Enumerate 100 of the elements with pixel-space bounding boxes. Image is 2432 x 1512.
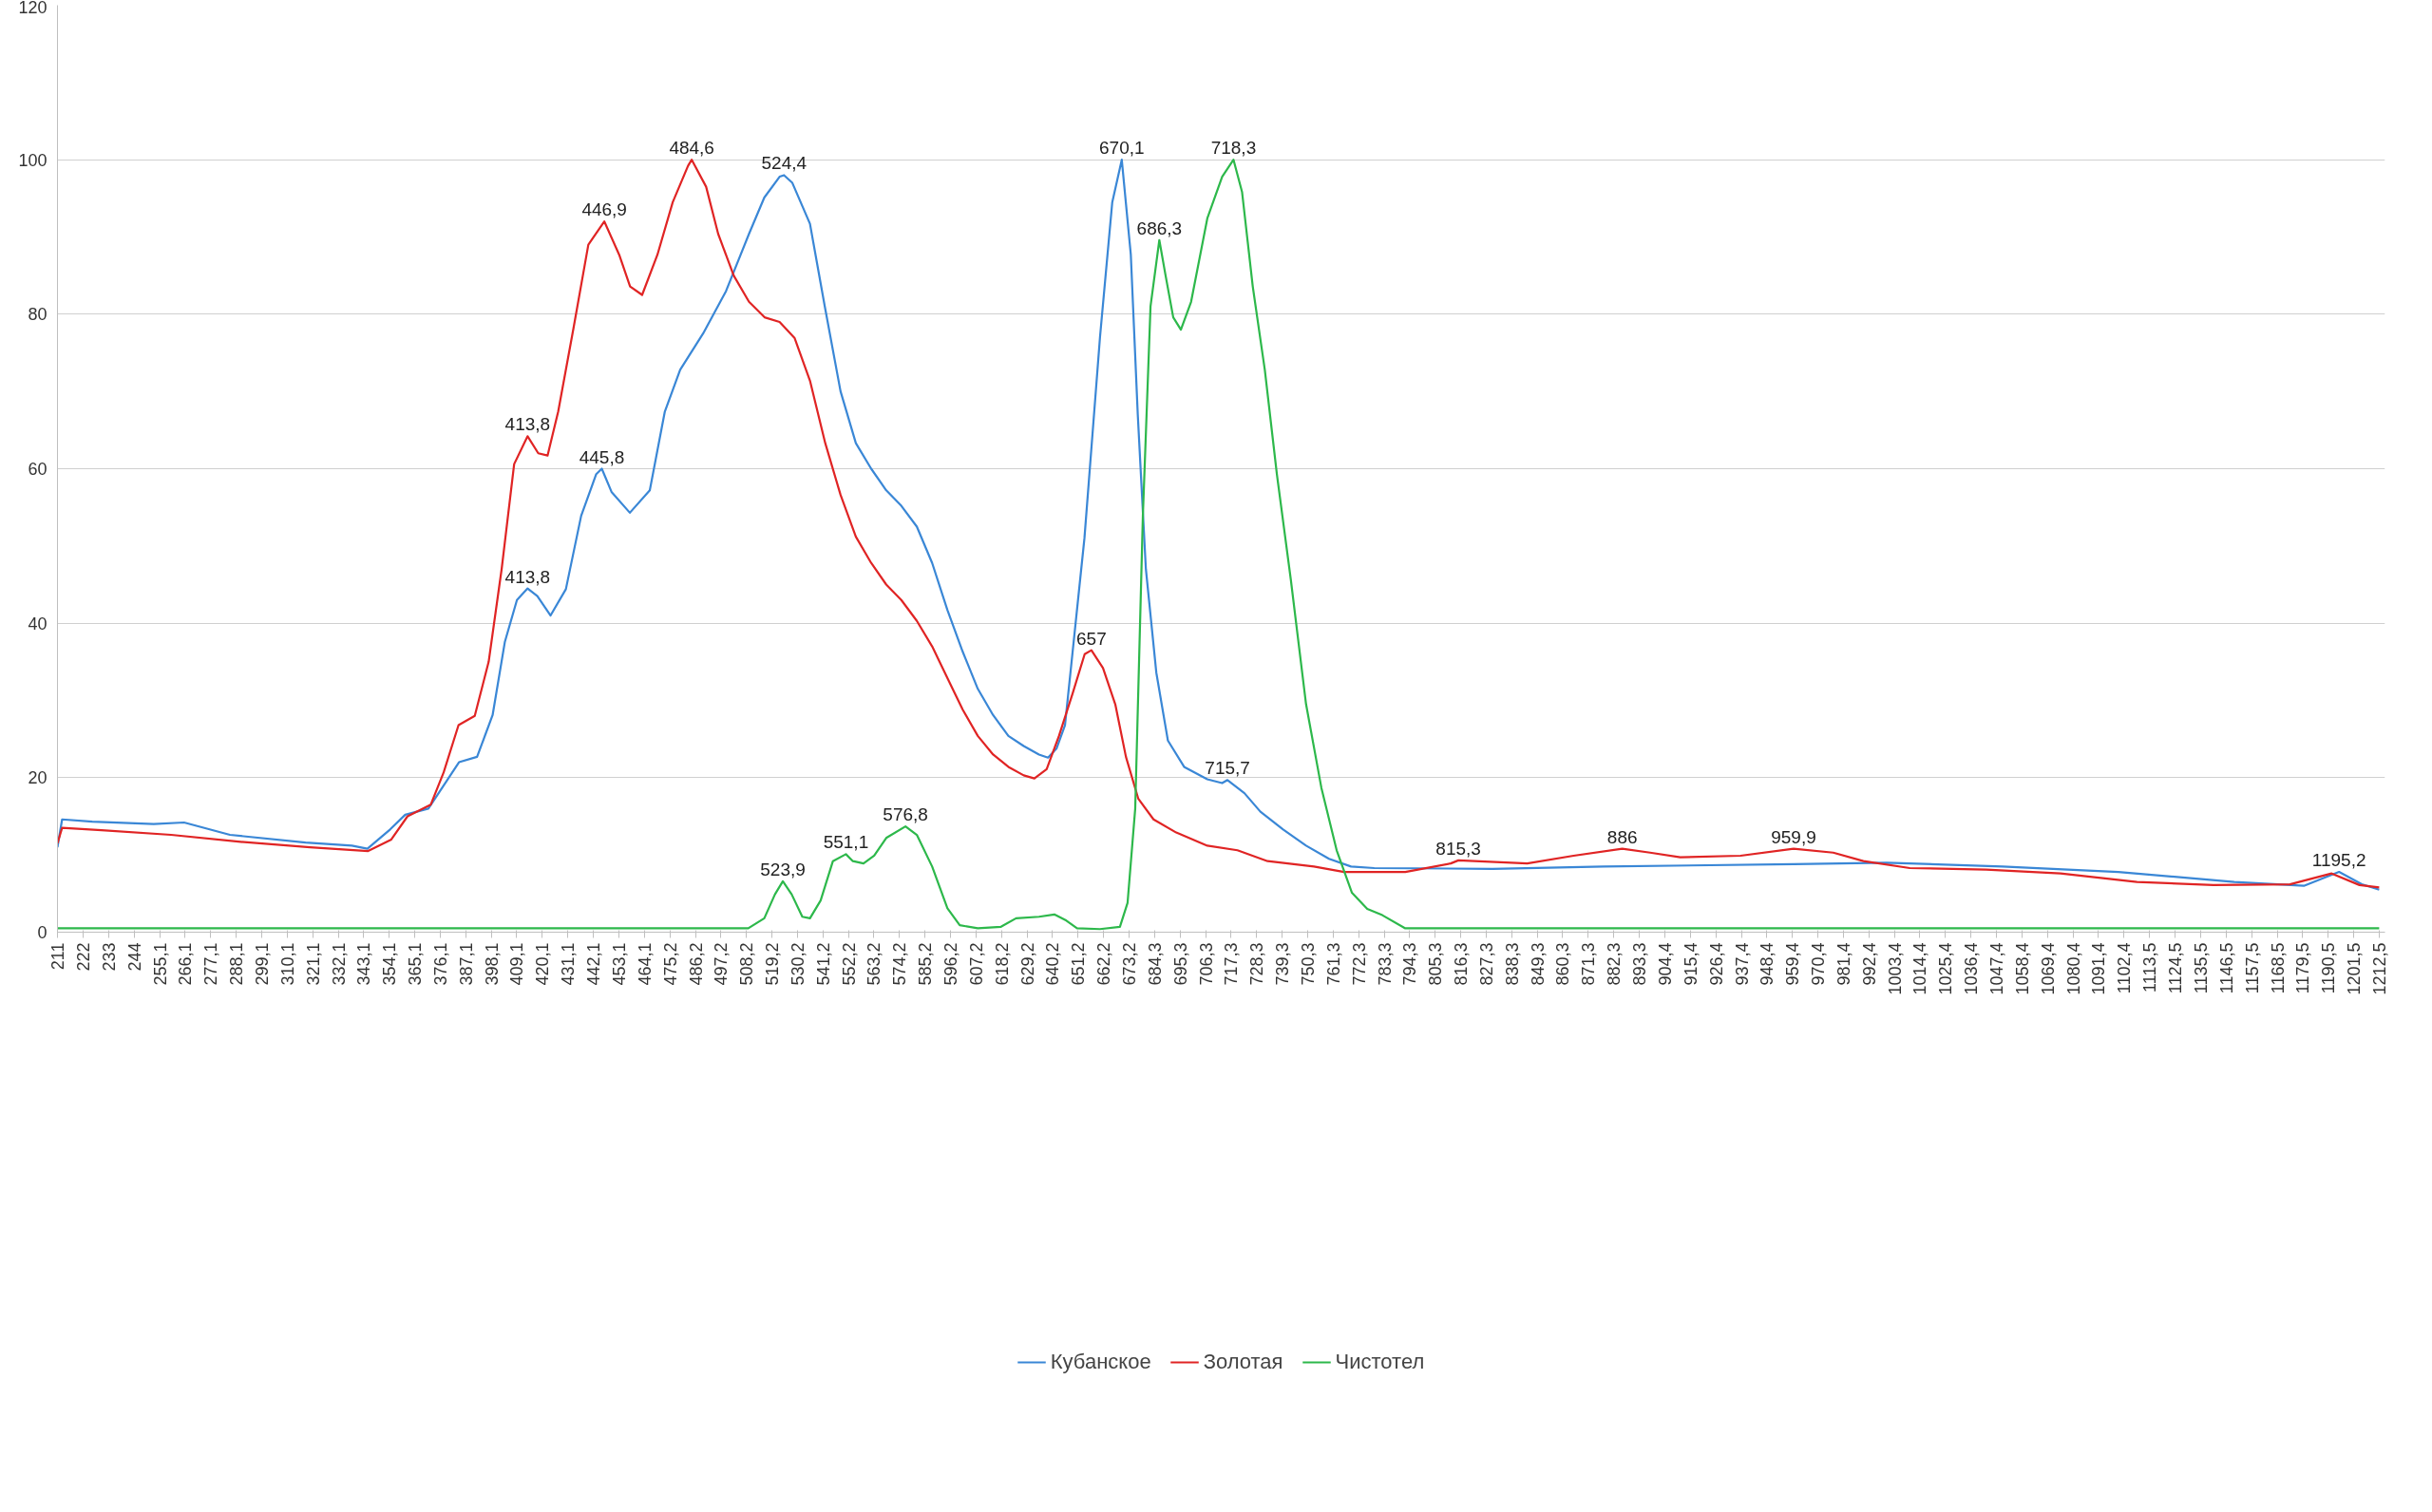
annotation: 959,9 [1771,826,1816,847]
annotation: 886 [1606,826,1638,847]
x-tick-label: 464,1 [635,942,655,986]
x-tick-label: 1003,4 [1885,942,1905,995]
x-tick-label: 1135,5 [2192,942,2211,994]
x-tick-label: 1212,5 [2369,942,2389,995]
y-tick-label: 0 [37,923,48,942]
x-tick-label: 816,3 [1452,942,1472,986]
x-tick-label: 937,4 [1732,942,1752,986]
annotation: 657 [1076,628,1107,649]
y-tick-label: 40 [28,614,48,633]
x-tick-label: 332,1 [329,942,349,986]
annotation: 815,3 [1435,838,1481,859]
x-tick-label: 1036,4 [1962,942,1982,995]
x-tick-label: 574,2 [890,942,910,986]
x-tick-label: 750,3 [1299,942,1319,986]
x-tick-label: 354,1 [380,942,400,986]
x-tick-label: 1080,4 [2063,942,2083,995]
x-tick-label: 629,2 [1017,942,1037,986]
x-tick-label: 343,1 [354,942,374,986]
x-tick-label: 739,3 [1273,942,1293,986]
x-tick-label: 1102,4 [2115,942,2135,994]
legend-label: Чистотел [1335,1349,1425,1374]
x-tick-label: 607,2 [966,942,986,986]
x-tick-label: 684,3 [1145,942,1165,986]
x-tick-label: 266,1 [176,942,196,986]
x-tick-label: 244 [124,942,144,972]
legend-label: Кубанское [1050,1349,1151,1374]
x-tick-label: 596,2 [940,942,960,986]
x-tick-label: 1113,5 [2140,942,2160,992]
x-tick-label: 640,2 [1043,942,1063,986]
x-tick-label: 981,4 [1834,942,1853,986]
x-tick-label: 211 [48,942,67,971]
x-tick-label: 915,4 [1681,942,1700,986]
x-tick-label: 794,3 [1400,942,1420,986]
annotation: 445,8 [579,446,625,467]
x-tick-label: 805,3 [1426,942,1446,986]
x-tick-label: 519,2 [763,942,783,986]
x-tick-label: 651,2 [1069,942,1089,986]
annotation: 1195,2 [2311,850,2366,871]
annotation: 576,8 [883,804,928,825]
x-tick-label: 1190,5 [2319,942,2339,994]
annotation: 718,3 [1210,138,1257,159]
x-tick-label: 860,3 [1553,942,1573,986]
x-tick-label: 904,4 [1656,942,1676,986]
x-tick-label: 299,1 [252,942,272,986]
x-tick-label: 1014,4 [1910,942,1930,995]
x-tick-label: 926,4 [1706,942,1726,986]
x-tick-label: 288,1 [227,942,247,986]
x-tick-label: 255,1 [150,942,170,986]
y-tick-label: 80 [28,305,48,325]
x-tick-label: 992,4 [1859,942,1879,986]
x-tick-label: 541,2 [813,942,833,986]
x-tick-label: 486,2 [686,942,706,986]
x-tick-label: 1201,5 [2345,942,2365,995]
x-tick-label: 893,3 [1629,942,1649,986]
x-tick-label: 717,3 [1222,942,1242,986]
annotation: 551,1 [823,832,869,853]
x-tick-label: 1124,5 [2166,942,2186,994]
x-tick-label: 310,1 [277,942,297,986]
x-tick-label: 431,1 [559,942,579,986]
x-tick-label: 1091,4 [2089,942,2109,995]
y-tick-label: 60 [28,460,48,479]
x-tick-label: 959,4 [1783,942,1803,986]
x-tick-label: 552,2 [839,942,859,986]
x-tick-label: 277,1 [201,942,221,986]
x-tick-label: 783,3 [1375,942,1395,986]
x-tick-label: 530,2 [788,942,808,986]
x-tick-label: 706,3 [1196,942,1216,986]
x-tick-label: 772,3 [1349,942,1369,986]
x-tick-label: 970,4 [1809,942,1829,986]
x-tick-label: 871,3 [1579,942,1599,986]
annotation: 686,3 [1136,217,1183,238]
annotation: 715,7 [1205,758,1250,779]
x-tick-label: 233 [99,942,119,972]
x-tick-label: 409,1 [507,942,527,986]
annotation: 524,4 [761,153,808,174]
x-tick-label: 563,2 [864,942,884,986]
annotation: 523,9 [760,859,806,879]
x-tick-label: 673,2 [1119,942,1139,986]
x-tick-label: 695,3 [1170,942,1190,986]
y-tick-label: 20 [28,768,48,788]
annotation: 670,1 [1099,138,1145,159]
annotation: 413,8 [504,414,551,435]
x-tick-label: 761,3 [1323,942,1343,986]
x-tick-label: 222 [73,942,93,972]
x-tick-label: 882,3 [1605,942,1624,986]
x-tick-label: 618,2 [992,942,1012,986]
x-tick-label: 387,1 [456,942,476,986]
x-tick-label: 1157,5 [2242,942,2262,994]
x-tick-label: 1025,4 [1936,942,1956,995]
x-tick-label: 1146,5 [2216,942,2236,994]
annotation: 484,6 [669,138,714,159]
x-tick-label: 453,1 [609,942,629,986]
x-tick-label: 398,1 [482,942,502,986]
legend-label: Золотая [1203,1349,1283,1374]
x-tick-label: 497,2 [712,942,732,986]
x-tick-label: 585,2 [916,942,936,986]
annotation: 446,9 [581,199,627,220]
x-tick-label: 1069,4 [2038,942,2058,995]
